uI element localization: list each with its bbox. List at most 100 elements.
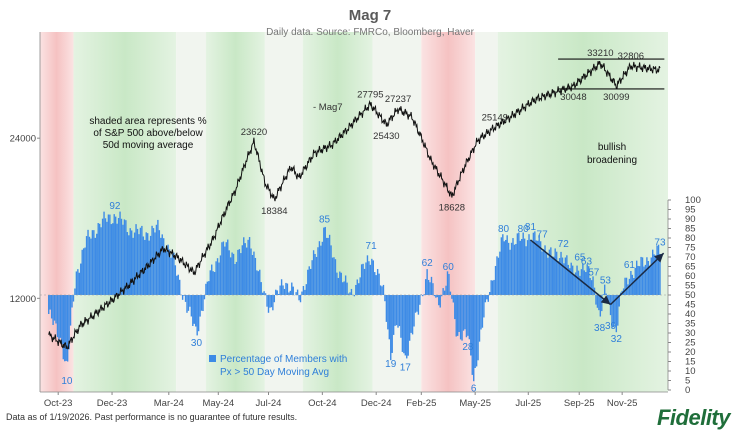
right-tick-label: 10 bbox=[685, 366, 696, 377]
breadth-label: 72 bbox=[558, 239, 570, 250]
breadth-bar bbox=[211, 264, 213, 295]
x-tick-label: Nov-25 bbox=[607, 398, 638, 409]
shading-band-1 bbox=[73, 32, 177, 392]
breadth-bar bbox=[526, 240, 529, 295]
breadth-bar bbox=[467, 295, 469, 336]
breadth-bar bbox=[401, 295, 404, 352]
breadth-bar bbox=[75, 271, 78, 295]
breadth-bar bbox=[174, 265, 177, 295]
breadth-bar bbox=[461, 295, 463, 341]
breadth-bar bbox=[657, 244, 660, 295]
breadth-bar bbox=[326, 237, 328, 295]
breadth-bar bbox=[68, 295, 70, 350]
breadth-bar bbox=[243, 237, 245, 295]
breadth-bar bbox=[333, 257, 335, 295]
breadth-bar bbox=[215, 261, 217, 295]
breadth-bar bbox=[190, 295, 193, 317]
breadth-bar bbox=[427, 279, 430, 295]
breadth-bar bbox=[181, 295, 184, 300]
breadth-bar bbox=[445, 285, 447, 295]
breadth-bar bbox=[55, 295, 57, 324]
breadth-bar bbox=[598, 295, 600, 311]
breadth-bar bbox=[523, 238, 526, 295]
breadth-bar bbox=[647, 260, 650, 295]
breadth-bar bbox=[375, 275, 377, 295]
breadth-bar bbox=[612, 295, 615, 328]
breadth-label: 62 bbox=[422, 258, 434, 269]
breadth-bar bbox=[109, 214, 111, 295]
breadth-bar bbox=[433, 295, 436, 297]
breadth-bar bbox=[585, 272, 587, 295]
breadth-bar bbox=[590, 280, 593, 295]
breadth-bar bbox=[116, 223, 118, 295]
x-tick-label: Sep-25 bbox=[564, 398, 595, 409]
breadth-bar bbox=[561, 257, 564, 295]
breadth-bar bbox=[404, 295, 407, 356]
breadth-bar bbox=[532, 232, 535, 295]
breadth-bar bbox=[298, 295, 300, 301]
breadth-bar bbox=[436, 295, 439, 298]
breadth-bar bbox=[219, 255, 222, 295]
footer-note: Data as of 1/19/2026. Past performance i… bbox=[6, 412, 298, 422]
bullish-note-line-1: bullish bbox=[598, 142, 626, 153]
breadth-bar bbox=[218, 262, 220, 295]
breadth-bar bbox=[136, 228, 139, 295]
breadth-bar bbox=[59, 295, 62, 338]
breadth-bar bbox=[253, 251, 255, 295]
breadth-bar bbox=[146, 233, 149, 295]
breadth-bar bbox=[397, 295, 399, 328]
breadth-bar bbox=[141, 225, 143, 295]
breadth-bar bbox=[196, 295, 198, 336]
breadth-bar bbox=[451, 295, 453, 299]
breadth-bar bbox=[288, 292, 290, 295]
breadth-bar bbox=[656, 245, 658, 295]
breadth-bar bbox=[225, 242, 227, 295]
breadth-bar bbox=[630, 270, 632, 295]
breadth-bar bbox=[312, 250, 315, 295]
breadth-bar bbox=[69, 295, 72, 326]
breadth-bar bbox=[56, 295, 59, 338]
breadth-bar bbox=[653, 254, 655, 295]
breadth-bar bbox=[324, 226, 326, 295]
breadth-bar bbox=[534, 231, 536, 295]
breadth-bar bbox=[259, 269, 261, 295]
breadth-bar bbox=[90, 238, 92, 295]
breadth-bar bbox=[81, 249, 83, 295]
breadth-bar bbox=[192, 295, 194, 326]
shading-band-3 bbox=[205, 32, 265, 392]
breadth-bar bbox=[478, 295, 481, 342]
breadth-bar bbox=[308, 266, 310, 295]
breadth-bar bbox=[650, 257, 652, 295]
breadth-bar bbox=[387, 295, 389, 330]
breadth-bar bbox=[251, 254, 254, 295]
right-tick-label: 85 bbox=[685, 224, 696, 235]
breadth-bar bbox=[299, 295, 302, 303]
breadth-label: 63 bbox=[581, 256, 593, 267]
breadth-bar bbox=[577, 270, 580, 295]
breadth-bar bbox=[179, 279, 181, 295]
breadth-bar bbox=[430, 276, 433, 295]
breadth-bar bbox=[266, 295, 268, 307]
breadth-bar bbox=[580, 269, 583, 295]
breadth-bar bbox=[356, 279, 358, 295]
breadth-bar bbox=[582, 263, 584, 295]
breadth-bar bbox=[209, 270, 211, 295]
breadth-bar bbox=[464, 295, 466, 330]
right-tick-label: 15 bbox=[685, 357, 696, 368]
breadth-bar bbox=[232, 253, 235, 295]
right-tick-label: 80 bbox=[685, 233, 696, 244]
breadth-label: 80 bbox=[498, 224, 510, 235]
breadth-label: 85 bbox=[319, 215, 331, 226]
breadth-bar bbox=[595, 295, 597, 305]
breadth-bar bbox=[563, 263, 565, 295]
breadth-bar bbox=[391, 295, 393, 353]
breadth-bar bbox=[586, 264, 588, 295]
shading-bands bbox=[40, 32, 668, 392]
breadth-label: 38 bbox=[594, 323, 606, 334]
breadth-bar bbox=[358, 283, 360, 295]
breadth-bar bbox=[106, 221, 108, 295]
price-label: 30048 bbox=[560, 92, 586, 103]
breadth-bar bbox=[574, 272, 577, 295]
breadth-bar bbox=[347, 293, 350, 295]
breadth-bar bbox=[270, 295, 273, 308]
